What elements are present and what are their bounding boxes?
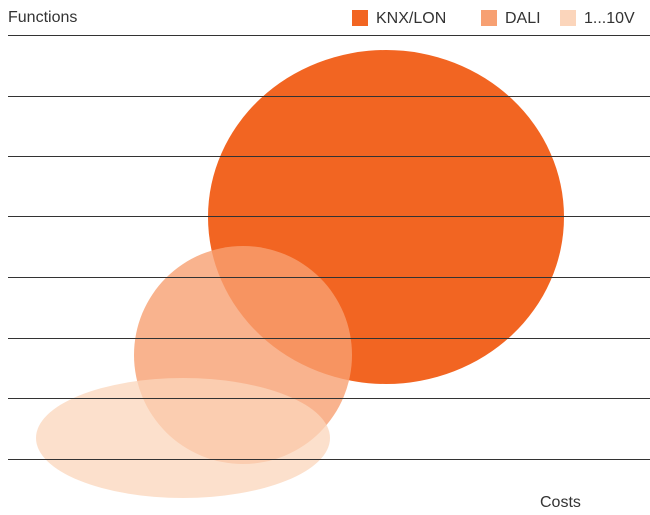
bubble — [36, 378, 330, 498]
y-axis-label: Functions — [8, 9, 77, 26]
x-axis-label: Costs — [540, 494, 581, 511]
legend-label: DALI — [505, 10, 541, 27]
legend: KNX/LON DALI 1...10V — [352, 10, 635, 27]
ellipses — [36, 50, 564, 498]
legend-swatch — [560, 10, 576, 26]
legend-swatch — [481, 10, 497, 26]
legend-label: 1...10V — [584, 10, 635, 27]
horizontal-lines — [8, 96, 650, 460]
legend-label: KNX/LON — [376, 10, 446, 27]
legend-swatch — [352, 10, 368, 26]
